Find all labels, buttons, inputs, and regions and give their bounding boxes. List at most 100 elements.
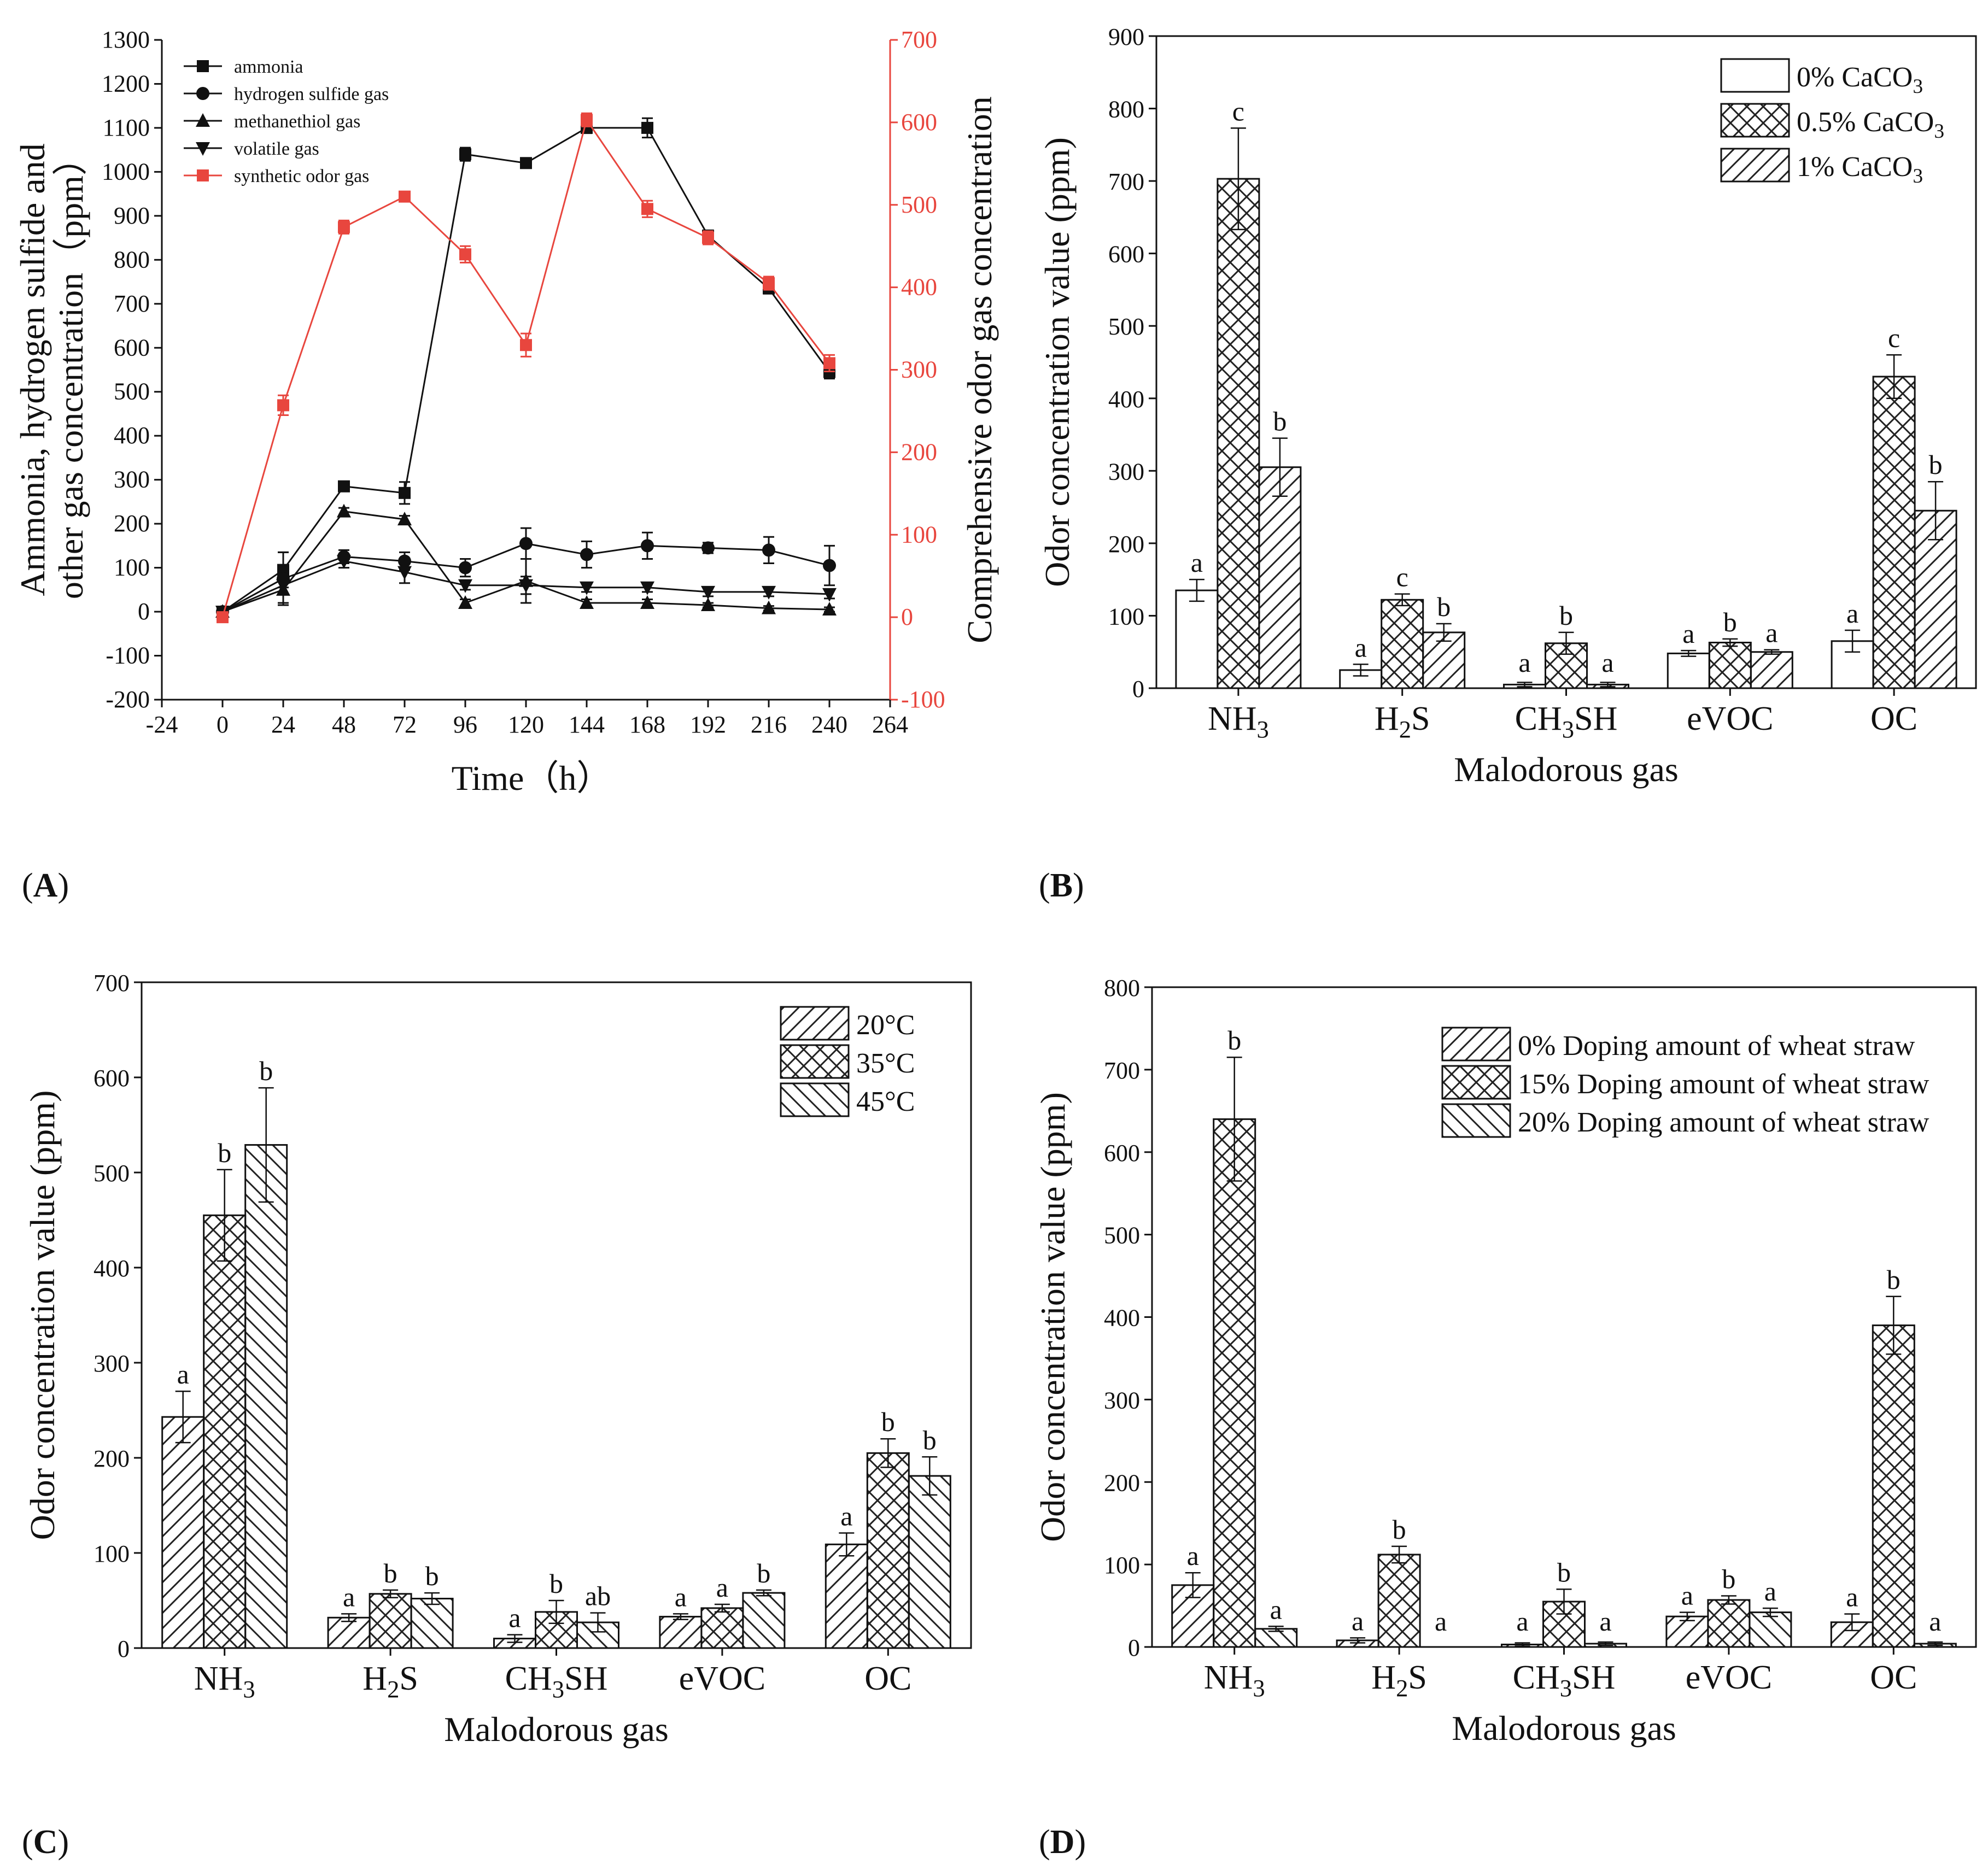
- significance-letter: a: [716, 1572, 728, 1603]
- y-tick-label: 500: [1104, 1222, 1140, 1249]
- data-point: [337, 503, 351, 518]
- error-bar: [1721, 1595, 1736, 1605]
- legend-label: 0% Doping amount of wheat straw: [1518, 1030, 1915, 1062]
- x-tick-label: 24: [271, 711, 295, 738]
- y-tick-label: 900: [114, 202, 150, 229]
- error-bar: [839, 1532, 855, 1557]
- y-tick-label: 600: [93, 1065, 130, 1092]
- x-tick-label: H2S: [1375, 700, 1430, 743]
- y-tick-label: 600: [1108, 241, 1144, 268]
- data-point: [397, 512, 412, 526]
- y-tick-label: 500: [93, 1160, 130, 1187]
- x-tick-label: 120: [508, 711, 544, 738]
- y-tick-label: 700: [114, 290, 150, 317]
- legend-label-main: 35°C: [856, 1048, 915, 1079]
- legend-label-sub: 3: [1913, 75, 1923, 98]
- data-point: [701, 597, 715, 611]
- data-point: [822, 602, 837, 616]
- y2-tick-label: 400: [901, 274, 937, 301]
- bar: [1750, 651, 1793, 689]
- x-axis-title: Malodorous gas: [444, 1710, 669, 1749]
- error-bar: [1350, 1637, 1366, 1644]
- panel-label: (A): [22, 867, 69, 904]
- error-bar: [1230, 127, 1246, 231]
- bar: [1872, 1324, 1915, 1648]
- y-tick-label: 900: [1108, 24, 1144, 50]
- legend-label-main: 0.5% CaCO: [1797, 107, 1934, 138]
- y-tick-label: 100: [93, 1540, 130, 1567]
- significance-letter: a: [343, 1581, 355, 1612]
- x-tick-label: NH3: [1208, 700, 1269, 743]
- legend-swatch: [1720, 148, 1790, 183]
- y-tick-label: 200: [93, 1445, 130, 1472]
- legend-marker: [197, 169, 209, 181]
- significance-letter: a: [1187, 1540, 1199, 1571]
- x-tick-label: CH3SH: [1515, 700, 1618, 743]
- bar: [825, 1543, 868, 1649]
- data-point: [520, 339, 532, 351]
- x-tick-label: NH3: [194, 1660, 255, 1703]
- data-point: [458, 579, 472, 593]
- data-point: [762, 543, 775, 557]
- panel-label-open: (: [22, 1824, 33, 1861]
- legend-label: 20% Doping amount of wheat straw: [1518, 1107, 1929, 1138]
- y2-tick-label: -100: [901, 686, 945, 713]
- bar: [161, 1416, 205, 1649]
- x-tick-label-main: eVOC: [1687, 700, 1773, 737]
- legend-swatch: [1720, 58, 1790, 93]
- bar-series-1: b b b b b: [1213, 1025, 1915, 1648]
- y-axis-title-line1: Ammonia, hydrogen sulfide and: [13, 143, 52, 596]
- y-tick-label: 400: [1108, 386, 1144, 413]
- significance-letter: c: [1396, 562, 1408, 593]
- error-bar: [1927, 1641, 1943, 1646]
- x-tick-label: -24: [146, 711, 178, 738]
- data-point: [580, 548, 593, 561]
- legend: 0% Doping amount of wheat straw 15% Dopin…: [1441, 1027, 1929, 1138]
- error-bar: [424, 1592, 440, 1605]
- x-tick-label: 0: [217, 711, 229, 738]
- y-tick-label: 300: [93, 1350, 130, 1377]
- significance-letter: b: [757, 1558, 770, 1588]
- legend-label: 0% CaCO3: [1797, 62, 1923, 98]
- legend-label: 45°C: [856, 1086, 915, 1117]
- x-tick-label: eVOC: [679, 1660, 765, 1697]
- bar: [700, 1607, 744, 1649]
- legend-label-main: 15% Doping amount of wheat straw: [1518, 1069, 1929, 1100]
- bar: [908, 1475, 951, 1649]
- error-bar: [1598, 1641, 1613, 1646]
- x-tick-label: 264: [872, 711, 908, 738]
- y2-tick-label: 100: [901, 521, 937, 548]
- significance-letter: a: [1270, 1594, 1282, 1625]
- data-point: [640, 581, 654, 595]
- significance-letter: a: [1355, 632, 1367, 663]
- significance-letter: ab: [585, 1581, 611, 1611]
- bar: [1707, 1599, 1751, 1648]
- y-tick-label: 800: [1108, 96, 1144, 123]
- error-bar: [1226, 1056, 1242, 1182]
- significance-letter: a: [1764, 1576, 1776, 1607]
- legend-entry: methanethiol gas: [184, 112, 360, 132]
- panel-label-close: ): [1073, 867, 1084, 904]
- data-point: [641, 203, 653, 215]
- y-tick-label: 1100: [103, 114, 150, 141]
- legend-label: 20°C: [856, 1010, 915, 1041]
- x-tick-label: CH3SH: [1513, 1659, 1616, 1702]
- x-tick-label-sub: 3: [1253, 1674, 1265, 1702]
- error-bar: [1185, 1572, 1201, 1598]
- legend-label: 35°C: [856, 1048, 915, 1079]
- significance-letter: a: [1599, 1606, 1611, 1637]
- error-bar: [880, 1438, 896, 1468]
- x-tick-label: 144: [569, 711, 605, 738]
- y-tick-label: 600: [1104, 1140, 1140, 1166]
- bar-series-0: a a a a a: [1175, 547, 1874, 689]
- significance-letter: b: [1557, 1557, 1571, 1587]
- error-bar: [1722, 638, 1738, 647]
- data-point: [580, 595, 594, 609]
- x-tick-label-sub: 2: [387, 1675, 399, 1703]
- x-tick-label-sub: 3: [1560, 1674, 1572, 1702]
- bar: [1667, 652, 1710, 689]
- legend-swatch: [1720, 103, 1790, 138]
- legend-swatch: [1441, 1065, 1511, 1100]
- error-bar: [1886, 1295, 1902, 1355]
- data-point: [217, 611, 229, 624]
